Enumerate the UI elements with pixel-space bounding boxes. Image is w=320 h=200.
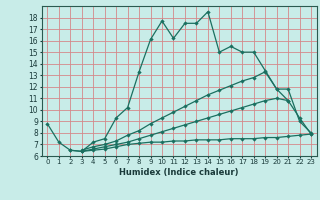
X-axis label: Humidex (Indice chaleur): Humidex (Indice chaleur) bbox=[119, 168, 239, 177]
